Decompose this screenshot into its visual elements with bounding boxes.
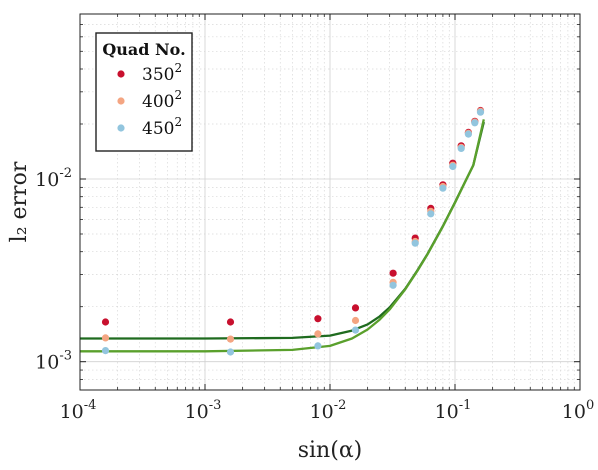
x-tick-label: 10-3 xyxy=(185,398,222,423)
data-point-350 xyxy=(389,269,397,277)
x-tick-label: 10-2 xyxy=(310,398,347,423)
legend-label-350: 3502 xyxy=(142,61,182,85)
data-point-400 xyxy=(351,316,360,325)
y-axis-label: l₂ error xyxy=(7,161,32,242)
x-tick-label: 100 xyxy=(562,398,594,423)
data-point-450 xyxy=(471,119,479,127)
x-tick-label: 10-4 xyxy=(60,398,97,423)
data-point-450 xyxy=(439,184,447,192)
data-point-450 xyxy=(351,326,360,334)
legend-box xyxy=(95,32,193,152)
data-point-450 xyxy=(476,108,485,116)
data-point-450 xyxy=(464,130,472,138)
data-point-400 xyxy=(101,334,110,342)
data-point-450 xyxy=(411,239,419,247)
data-point-450 xyxy=(457,144,465,152)
data-point-350 xyxy=(226,318,235,326)
legend-marker-350 xyxy=(117,70,125,78)
data-point-350 xyxy=(351,304,360,312)
y-tick-label: 10-3 xyxy=(35,349,72,374)
x-tick-label: 10-1 xyxy=(435,398,472,423)
data-point-400 xyxy=(314,330,322,338)
fit-curve-2 xyxy=(80,119,485,353)
legend: Quad No. 3502 4002 4502 xyxy=(95,32,193,152)
legend-marker-450 xyxy=(117,124,125,132)
data-point-450 xyxy=(427,210,435,218)
fit-curves xyxy=(80,119,485,353)
legend-title: Quad No. xyxy=(102,40,185,59)
data-point-400 xyxy=(226,335,235,343)
data-point-350 xyxy=(314,315,322,323)
legend-label-400: 4002 xyxy=(142,88,182,112)
legend-marker-400 xyxy=(117,97,125,105)
legend-label-450: 4502 xyxy=(142,115,182,139)
data-point-350 xyxy=(101,318,110,326)
data-point-450 xyxy=(101,347,110,355)
axis-ticks xyxy=(79,13,580,391)
data-point-450 xyxy=(314,342,322,350)
data-point-450 xyxy=(226,348,235,356)
legend-entries: 3502 4002 4502 xyxy=(117,61,182,139)
tick-labels: 10-4 10-3 10-2 10-1 100 10-3 10-2 xyxy=(35,166,594,423)
data-points xyxy=(101,106,485,356)
y-tick-label: 10-2 xyxy=(35,166,72,191)
data-point-450 xyxy=(449,162,457,171)
x-axis-label: sin(α) xyxy=(298,438,363,463)
data-point-450 xyxy=(389,281,397,289)
